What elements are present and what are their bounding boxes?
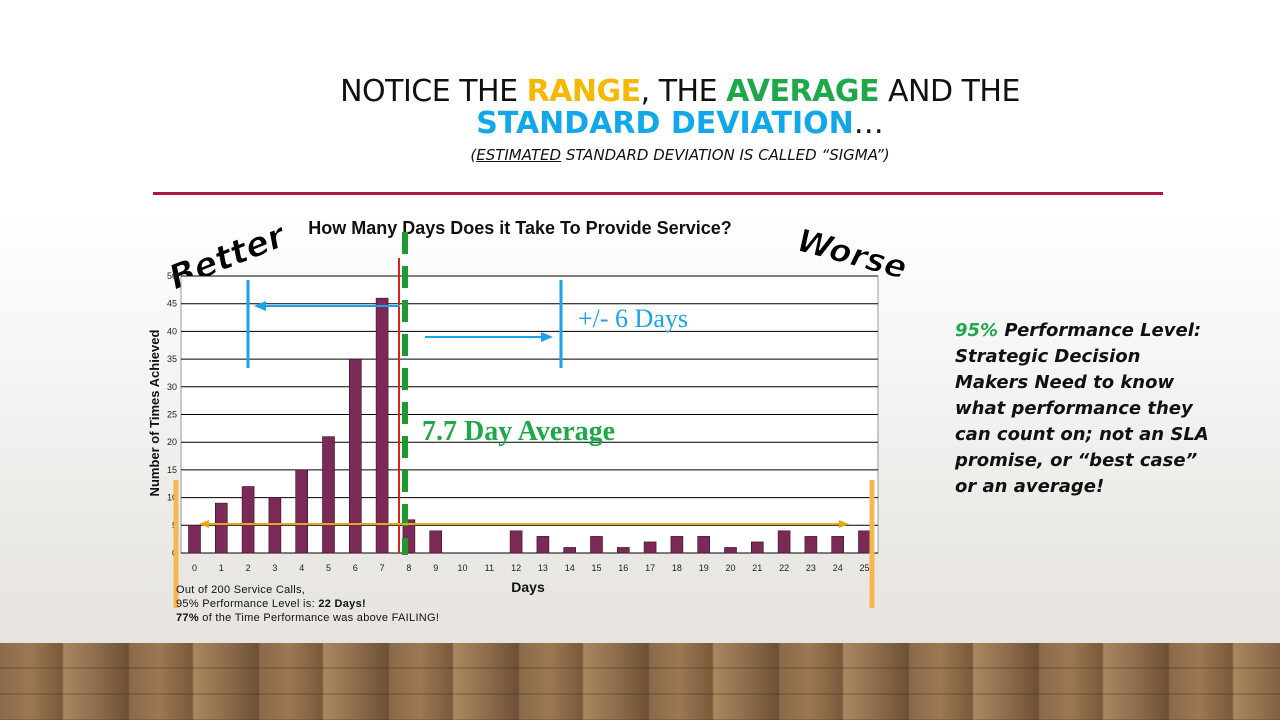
x-tick-label: 20 — [725, 563, 735, 573]
bar — [241, 486, 255, 554]
sigma-label: +/- 6 Days — [578, 304, 688, 333]
bar — [804, 536, 818, 554]
x-axis-label: Days — [511, 579, 545, 595]
footnote-text: 95% Performance Level is: — [176, 598, 319, 610]
bar — [375, 297, 389, 554]
y-tick-label: 15 — [167, 465, 177, 475]
y-axis-label: Number of Times Achieved — [147, 330, 162, 497]
x-tick-label: 9 — [433, 563, 438, 573]
slide-title-line-1: NOTICE THE RANGE, THE AVERAGE AND THE — [200, 74, 1160, 109]
x-tick-label: 8 — [406, 563, 411, 573]
subtitle-text: STANDARD DEVIATION IS CALLED “SIGMA”) — [561, 146, 890, 164]
chart-footnote: Out of 200 Service Calls, 95% Performanc… — [176, 583, 439, 625]
bar — [858, 530, 871, 554]
arrow-head-right — [839, 520, 849, 528]
x-tick-label: 12 — [511, 563, 521, 573]
performance-pct: 95% — [955, 320, 999, 341]
x-tick-label: 18 — [672, 563, 682, 573]
subtitle-underlined: ESTIMATED — [476, 146, 562, 164]
title-text: AND THE — [878, 74, 1020, 109]
footnote-line-1: Out of 200 Service Calls, — [176, 584, 306, 596]
title-text: NOTICE THE — [340, 74, 527, 109]
x-tick-label: 4 — [299, 563, 304, 573]
x-tick-label: 1 — [219, 563, 224, 573]
y-tick-label: 10 — [167, 493, 177, 503]
bar — [563, 547, 577, 554]
chart-title: How Many Days Does it Take To Provide Se… — [308, 218, 731, 238]
bar — [429, 530, 443, 554]
arrow-head-right — [541, 332, 553, 342]
x-tick-label: 16 — [618, 563, 628, 573]
arrow-head-left — [199, 520, 209, 528]
bar — [724, 547, 737, 554]
title-range: RANGE — [526, 74, 642, 109]
footnote-line-3: 77% of the Time Performance was above FA… — [176, 611, 439, 625]
bar — [188, 524, 201, 554]
y-tick-label: 40 — [167, 326, 177, 336]
annotation-overlays: +/- 6 Days 7.7 Day Average — [173, 232, 875, 608]
wood-floor — [0, 643, 1280, 720]
title-divider — [153, 192, 1163, 195]
title-text: , THE — [640, 74, 727, 109]
x-tick-label: 24 — [833, 563, 843, 573]
bar — [509, 530, 523, 554]
x-tick-label: 15 — [591, 563, 601, 573]
bar — [590, 536, 603, 554]
bar — [616, 547, 630, 554]
grid — [180, 275, 879, 554]
y-tick-label: 35 — [167, 354, 177, 364]
y-tick-label: 20 — [167, 437, 177, 447]
bar — [750, 541, 764, 554]
bar — [643, 541, 657, 554]
x-tick-label: 19 — [699, 563, 709, 573]
x-tick-label: 10 — [457, 563, 467, 573]
bar — [831, 536, 845, 554]
bar — [697, 536, 711, 554]
title-std: STANDARD DEVIATION — [476, 106, 854, 141]
bar — [215, 502, 228, 554]
footnote-line-2: 95% Performance Level is: 22 Days! — [176, 597, 439, 611]
x-tick-label: 23 — [806, 563, 816, 573]
x-tick-label: 21 — [752, 563, 762, 573]
footnote-text: of the Time Performance was above FAILIN… — [198, 612, 440, 624]
bar — [348, 358, 362, 554]
x-tick-label: 3 — [272, 563, 277, 573]
bar — [322, 436, 335, 554]
x-tick-label: 13 — [538, 563, 548, 573]
bars — [188, 297, 871, 554]
x-tick-label: 5 — [326, 563, 331, 573]
bar — [536, 536, 550, 554]
performance-text: Performance Level: Strategic Decision Ma… — [955, 320, 1209, 497]
x-tick-label: 6 — [353, 563, 358, 573]
average-label: 7.7 Day Average — [422, 416, 615, 447]
y-tick-label: 50 — [167, 271, 177, 281]
x-tick-label: 2 — [246, 563, 251, 573]
subtitle-text: ( — [470, 146, 477, 164]
footnote-bold: 22 Days! — [318, 598, 366, 610]
y-tick-label: 30 — [167, 382, 177, 392]
slide-subtitle: (ESTIMATED STANDARD DEVIATION IS CALLED … — [200, 146, 1160, 164]
chart: How Many Days Does it Take To Provide Se… — [147, 214, 912, 608]
x-tick-label: 25 — [859, 563, 869, 573]
footnote-bold: 77% — [176, 612, 199, 624]
bar — [670, 536, 684, 554]
slide-title-line-2: STANDARD DEVIATION… — [200, 106, 1160, 141]
x-tick-label: 22 — [779, 563, 789, 573]
x-tick-label: 7 — [380, 563, 385, 573]
x-tick-label: 0 — [192, 563, 197, 573]
arrow-head-left — [254, 301, 266, 311]
y-tick-label: 45 — [167, 299, 177, 309]
bar — [777, 530, 791, 554]
bar — [295, 469, 309, 554]
title-ellipsis: … — [853, 106, 884, 141]
title-average: AVERAGE — [726, 74, 879, 109]
x-tick-label: 14 — [565, 563, 575, 573]
x-tick-label: 17 — [645, 563, 655, 573]
performance-note: 95% Performance Level: Strategic Decisio… — [955, 318, 1215, 500]
y-tick-label: 25 — [167, 410, 177, 420]
bar — [268, 497, 282, 554]
x-tick-label: 11 — [485, 563, 494, 573]
